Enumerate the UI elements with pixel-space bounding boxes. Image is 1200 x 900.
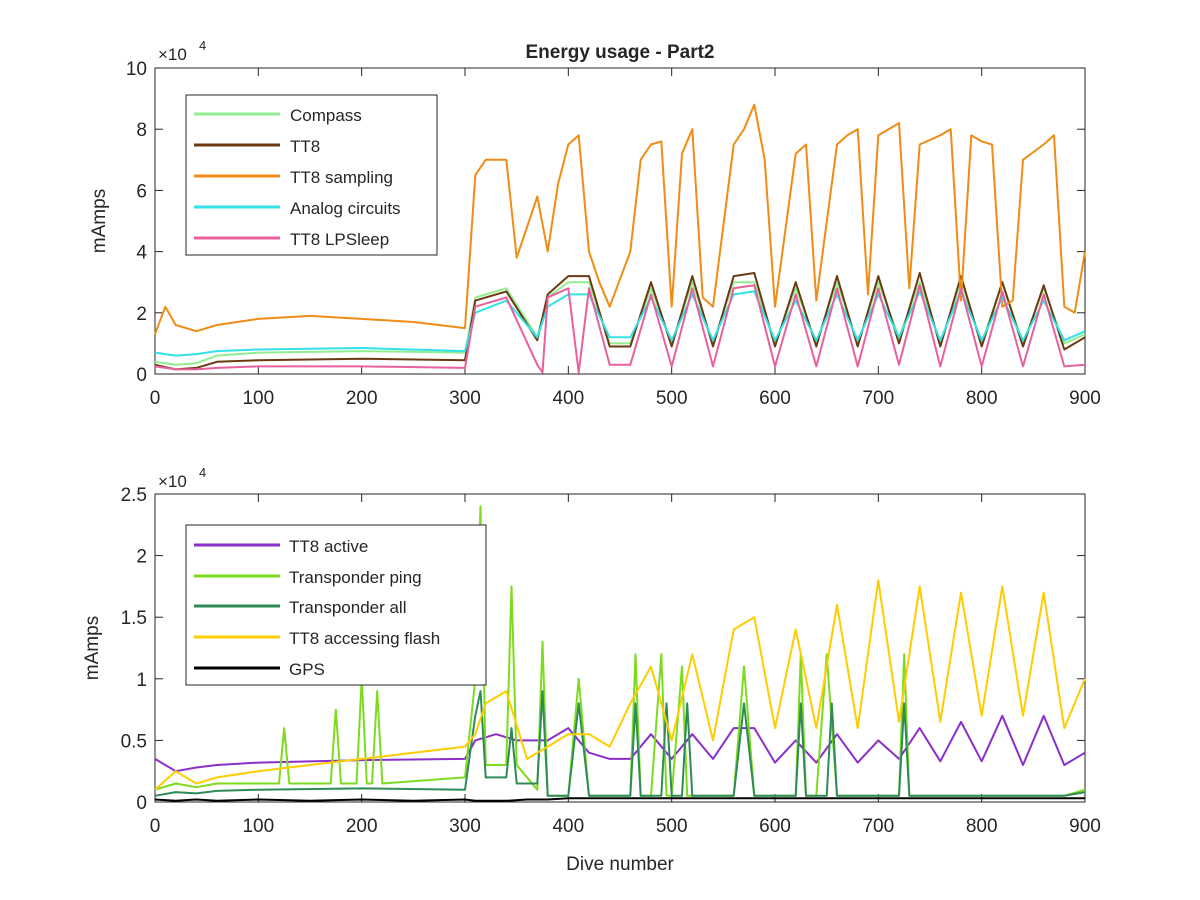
top-y-ticks: 0 2 4 6 8 10 xyxy=(126,59,1085,386)
bottom-axes: mAmps ×10 4 Dive number 0 100 200 300 400 500… xyxy=(82,465,1101,875)
x-tick-label: 300 xyxy=(449,816,481,837)
top-y-exponent-base: ×10 xyxy=(158,45,187,64)
y-tick-label: 0.5 xyxy=(121,731,147,752)
legend-label-tt8-sampling: TT8 sampling xyxy=(290,168,393,187)
y-tick-label: 0 xyxy=(136,365,147,386)
y-tick-label: 2 xyxy=(136,547,147,568)
legend-label-analog-circuits: Analog circuits xyxy=(290,199,401,218)
x-tick-label: 700 xyxy=(862,388,894,409)
x-tick-label: 0 xyxy=(150,388,161,409)
series-line-tt8-accessing-flash xyxy=(154,579,1086,791)
x-tick-label: 600 xyxy=(759,816,791,837)
x-tick-label: 900 xyxy=(1069,388,1101,409)
top-x-ticks: 0 100 200 300 400 500 600 700 800 900 xyxy=(150,68,1101,409)
legend-label-transponder-ping: Transponder ping xyxy=(289,568,422,587)
x-axis-label: Dive number xyxy=(566,854,674,875)
legend-label-tt8-lpsleep: TT8 LPSleep xyxy=(290,230,389,249)
series-line-tt8-active xyxy=(154,714,1086,773)
bottom-y-exponent-base: ×10 xyxy=(158,472,187,491)
series-line-gps xyxy=(154,797,1085,802)
x-tick-label: 100 xyxy=(242,816,274,837)
x-tick-label: 700 xyxy=(862,816,894,837)
y-tick-label: 1 xyxy=(136,670,147,691)
x-tick-label: 200 xyxy=(346,816,378,837)
legend-label-tt8-active: TT8 active xyxy=(289,537,368,556)
bottom-x-ticks: 0 100 200 300 400 500 600 700 800 900 xyxy=(150,494,1101,837)
y-tick-label: 2.5 xyxy=(121,485,147,506)
y-tick-label: 8 xyxy=(136,120,147,141)
y-tick-label: 1.5 xyxy=(121,608,147,629)
legend-label-compass: Compass xyxy=(290,106,362,125)
legend-label-transponder-all: Transponder all xyxy=(289,598,407,617)
x-tick-label: 800 xyxy=(966,816,998,837)
legend-label-tt8: TT8 xyxy=(290,137,320,156)
y-tick-label: 0 xyxy=(136,793,147,814)
x-tick-label: 100 xyxy=(242,388,274,409)
bottom-legend: TT8 active Transponder ping Transponder … xyxy=(185,524,487,686)
y-tick-label: 6 xyxy=(136,181,147,202)
bottom-y-axis-label: mAmps xyxy=(82,616,103,680)
top-y-axis-label: mAmps xyxy=(89,189,110,253)
top-axes: Energy usage - Part2 mAmps ×10 4 0 100 200… xyxy=(89,38,1101,409)
top-legend: Compass TT8 TT8 sampling Analog circuits… xyxy=(185,94,438,256)
bottom-y-ticks: 0 0.5 1 1.5 2 2.5 xyxy=(121,485,1085,814)
x-tick-label: 600 xyxy=(759,388,791,409)
legend-label-tt8-accessing-flash: TT8 accessing flash xyxy=(289,629,440,648)
series-line-tt8 xyxy=(154,272,1086,371)
series-line-tt8-lpsleep xyxy=(154,284,1086,374)
y-tick-label: 10 xyxy=(126,59,147,80)
bottom-y-exponent-power: 4 xyxy=(199,465,206,480)
y-tick-label: 2 xyxy=(136,304,147,325)
chart-title: Energy usage - Part2 xyxy=(525,42,714,63)
x-tick-label: 900 xyxy=(1069,816,1101,837)
x-tick-label: 800 xyxy=(966,388,998,409)
legend-label-gps: GPS xyxy=(289,660,325,679)
top-series xyxy=(154,103,1086,374)
x-tick-label: 400 xyxy=(552,816,584,837)
y-tick-label: 4 xyxy=(136,243,147,264)
x-tick-label: 500 xyxy=(656,816,688,837)
x-tick-label: 0 xyxy=(150,816,161,837)
top-y-exponent-power: 4 xyxy=(199,38,206,53)
series-line-tt8-sampling xyxy=(154,103,1086,335)
x-tick-label: 300 xyxy=(449,388,481,409)
bottom-series xyxy=(154,505,1086,802)
x-tick-label: 400 xyxy=(552,388,584,409)
x-tick-label: 200 xyxy=(346,388,378,409)
x-tick-label: 500 xyxy=(656,388,688,409)
series-line-transponder-all xyxy=(154,690,1086,797)
